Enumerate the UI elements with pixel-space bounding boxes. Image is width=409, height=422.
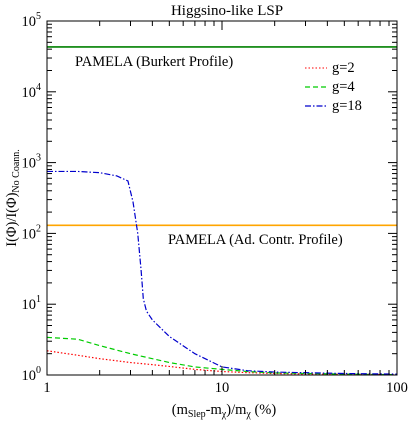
series-line-g=18 [47, 170, 398, 375]
axis-ticks: 1 10 100 100 101 102 103 104 105 [22, 11, 408, 396]
legend-label-g2: g=2 [332, 60, 355, 76]
x-tick-label: 1 [43, 380, 50, 396]
x-tick-label: 10 [215, 380, 230, 396]
y-tick-label: 103 [22, 153, 42, 172]
y-tick-label: 104 [22, 82, 42, 101]
reference-line-label-burkert: PAMELA (Burkert Profile) [75, 54, 233, 70]
plot-area [46, 46, 398, 376]
chart-title: Higgsino-like LSP [171, 3, 283, 19]
legend-label-g4: g=4 [332, 79, 355, 95]
y-axis-label: I(Φ)/I(Φ)No Coann. [4, 149, 22, 247]
x-axis-label: (mSlep-mχ)/mχ (%) [172, 402, 277, 420]
legend-label-g18: g=18 [332, 98, 362, 114]
series-line-g=2 [46, 350, 398, 376]
reference-line-label-ad-contr: PAMELA (Ad. Contr. Profile) [168, 232, 343, 248]
y-tick-label: 100 [22, 365, 42, 384]
x-tick-label: 100 [386, 380, 408, 396]
legend: g=2 g=4 g=18 [305, 60, 362, 114]
y-tick-label: 101 [22, 294, 42, 313]
y-tick-label: 105 [22, 11, 42, 30]
series-line-g=4 [46, 336, 398, 376]
y-tick-label: 102 [22, 223, 42, 242]
